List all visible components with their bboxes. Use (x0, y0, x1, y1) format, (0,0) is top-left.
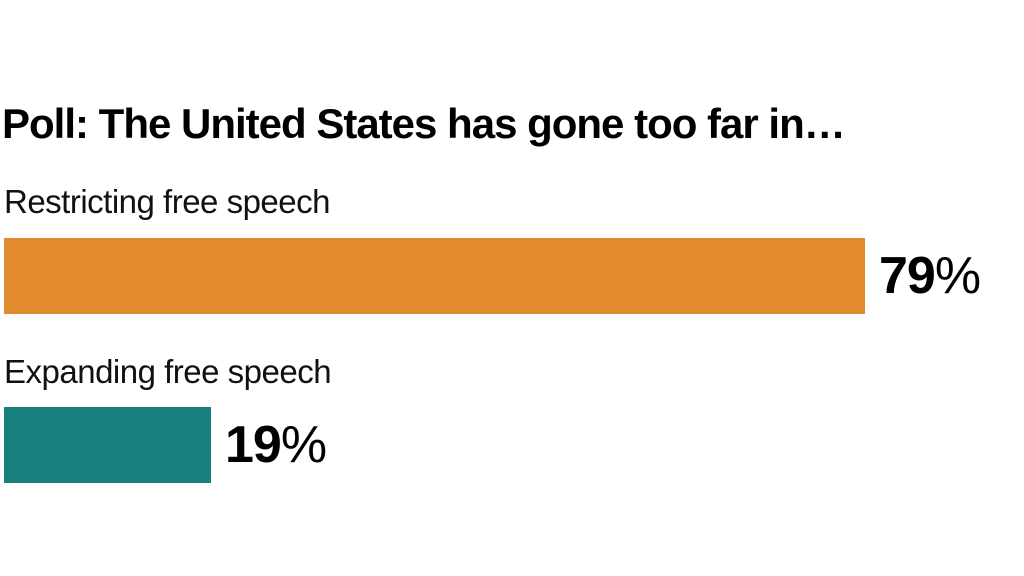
bar-row-expanding: 19% (4, 407, 327, 483)
chart-title: Poll: The United States has gone too far… (2, 100, 846, 147)
percent-sign-expanding: % (280, 416, 328, 474)
value-label-expanding: 19% (225, 419, 327, 471)
bar-row-restricting: 79% (4, 238, 981, 314)
bar-restricting-free-speech (4, 238, 865, 314)
percent-sign-restricting: % (934, 247, 982, 305)
value-number-expanding: 19 (225, 416, 282, 474)
bar-expanding-free-speech (4, 407, 211, 483)
value-number-restricting: 79 (879, 247, 936, 305)
value-label-restricting: 79% (879, 250, 981, 302)
bar-label-expanding-free-speech: Expanding free speech (4, 353, 332, 390)
bar-label-restricting-free-speech: Restricting free speech (4, 183, 331, 220)
